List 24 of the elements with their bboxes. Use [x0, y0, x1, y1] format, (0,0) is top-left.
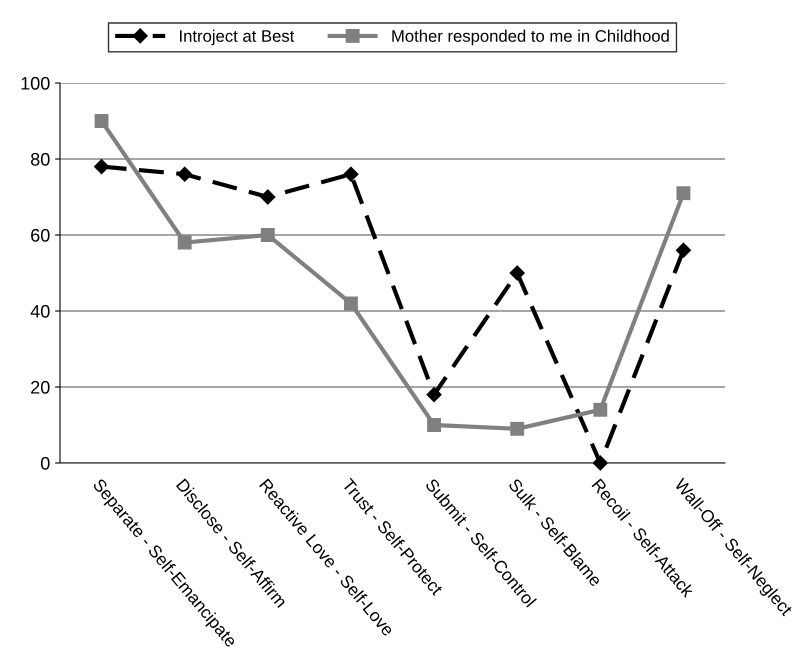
- y-tick-label: 40: [30, 304, 50, 318]
- point: [177, 166, 192, 182]
- point: [593, 402, 608, 417]
- point: [676, 186, 690, 200]
- legend-label: Mother responded to me in Childhood: [392, 30, 669, 46]
- y-tick-label: 100: [22, 76, 50, 90]
- point: [343, 166, 359, 182]
- point: [426, 387, 442, 402]
- point: [676, 242, 692, 258]
- y-tick-label: 60: [31, 228, 50, 242]
- legend-label: Introject at Best: [180, 30, 294, 46]
- y-tick-label: 0: [40, 456, 50, 470]
- point: [94, 114, 109, 128]
- point: [592, 455, 608, 471]
- point: [94, 159, 110, 174]
- point: [260, 228, 275, 242]
- point: [510, 265, 525, 281]
- point: [178, 236, 192, 250]
- point: [427, 418, 442, 432]
- y-tick-label: 20: [31, 380, 50, 394]
- point: [260, 189, 276, 205]
- point: [344, 296, 358, 310]
- point: [510, 422, 524, 436]
- y-tick-label: 80: [30, 152, 50, 166]
